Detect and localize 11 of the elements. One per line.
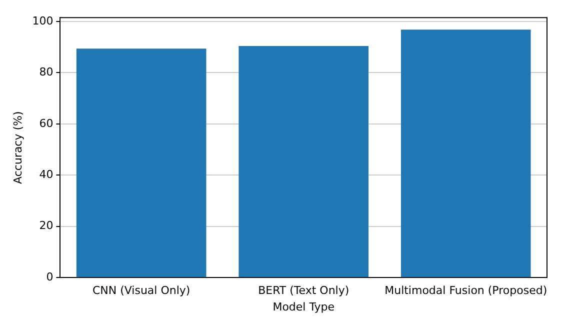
x-tick-label: Multimodal Fusion (Proposed) <box>384 284 548 298</box>
y-tick-label: 20 <box>39 219 54 232</box>
x-tick-label: CNN (Visual Only) <box>92 284 190 298</box>
y-tick-label: 80 <box>39 66 54 79</box>
y-tick-label: 100 <box>32 14 54 28</box>
y-tick-label: 60 <box>39 116 54 130</box>
y-axis-title: Accuracy (%) <box>11 111 24 184</box>
y-tick-label: 0 <box>46 270 54 284</box>
y-tick-label: 40 <box>39 168 54 181</box>
x-axis-title: Model Type <box>272 300 335 314</box>
x-tick-label: BERT (Text Only) <box>258 284 350 298</box>
